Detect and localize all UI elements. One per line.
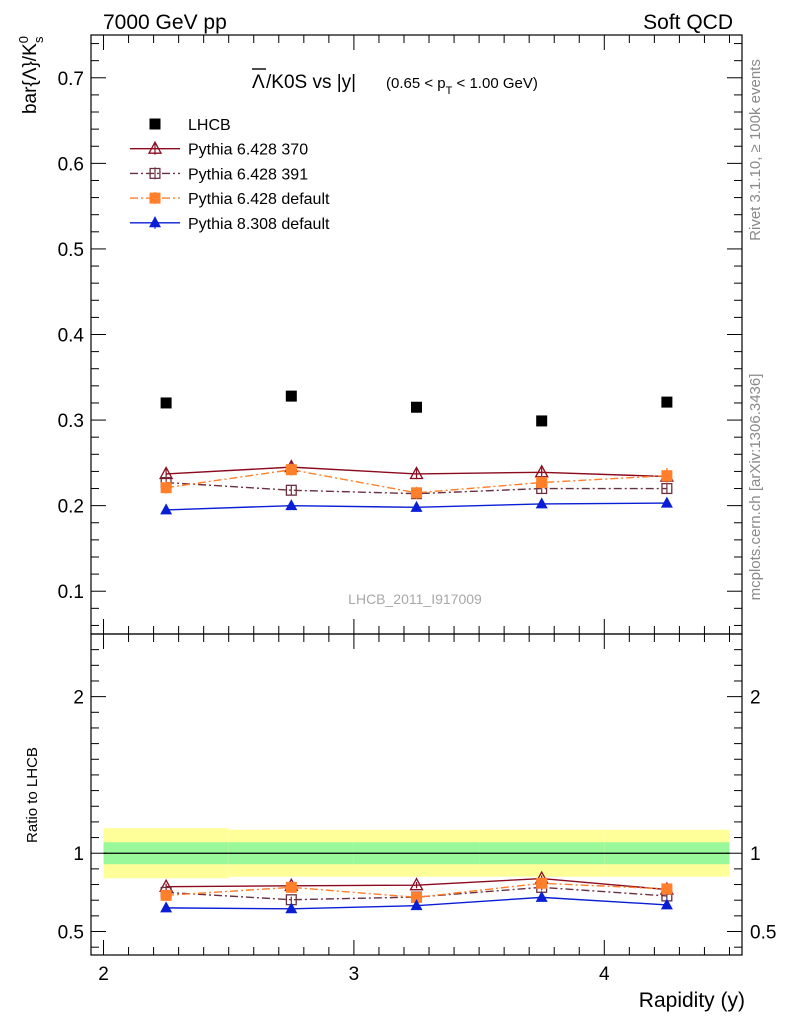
- series-lhcb: [160, 390, 673, 427]
- xtick-label: 4: [599, 964, 610, 985]
- upper-ytick-label: 0.1: [58, 582, 84, 603]
- upper-ytick-label: 0.3: [58, 411, 84, 432]
- legend-label-p8def: Pythia 8.308 default: [188, 216, 330, 233]
- legend-label-lhcb: LHCB: [188, 117, 231, 134]
- legend-entry-lhcb: LHCB: [149, 117, 231, 134]
- mcplots-credit-label: mcplots.cern.ch [arXiv:1306.3436]: [747, 374, 764, 601]
- series-p370: [159, 459, 674, 482]
- data-point-p8def: [535, 497, 548, 509]
- xlabel: Rapidity (y): [639, 989, 745, 1012]
- ratio-point-p8def: [160, 901, 173, 913]
- upper-ylabel-sup: 0: [16, 36, 31, 43]
- lower-ytick-label: 2: [73, 688, 84, 709]
- ratio-point-p6def: [160, 889, 172, 901]
- upper-ylabel-main: bar{Λ}/K: [20, 43, 41, 114]
- ratio-series-p8def: [160, 890, 673, 914]
- lower-frame: [90, 633, 743, 956]
- title-bar-lambda: Λ: [252, 72, 265, 93]
- data-point-lhcb: [661, 396, 673, 408]
- legend-label-p370: Pythia 6.428 370: [188, 142, 308, 159]
- upper-ytick-label: 0.6: [58, 154, 84, 175]
- plot-title: Λ /K0S vs |y| (0.65 < pT < 1.00 GeV): [252, 68, 538, 97]
- ratio-point-p8def: [285, 902, 298, 914]
- data-point-p391: [285, 484, 297, 496]
- legend-marker-lhcb: [149, 118, 161, 130]
- lower-ytick-label: 0.5: [58, 923, 84, 944]
- title-range: (0.65 < pT < 1.00 GeV): [386, 75, 538, 97]
- title-main: /K0S vs |y|: [266, 72, 356, 93]
- ratio-point-p6def: [536, 877, 548, 889]
- data-point-p6def: [536, 477, 548, 489]
- ratio-line-p391: [166, 886, 667, 901]
- legend-entry-p8def: Pythia 8.308 default: [130, 216, 330, 233]
- ratio-point-p370: [409, 877, 424, 891]
- analysis-id-label: LHCB_2011_I917009: [348, 591, 482, 607]
- series-p6def: [160, 463, 673, 499]
- data-point-p6def: [160, 482, 172, 494]
- data-point-p6def: [411, 487, 422, 499]
- upper-ylabel: bar{Λ}/K0s: [16, 36, 46, 114]
- ratio-series-p6def: [160, 877, 673, 903]
- series-line-p6def: [166, 468, 667, 494]
- upper-ytick-label: 0.7: [58, 69, 84, 90]
- lower-ylabel: Ratio to LHCB: [24, 747, 41, 843]
- series-p8def: [160, 496, 673, 515]
- ratio-point-p6def: [411, 891, 422, 903]
- data-point-lhcb: [411, 401, 422, 413]
- upper-ytick-label: 0.5: [58, 240, 84, 261]
- lower-ytick-label-right: 0.5: [750, 923, 776, 944]
- data-point-p8def: [160, 503, 173, 515]
- ratio-point-p8def: [410, 899, 423, 911]
- lower-ytick-label: 1: [73, 844, 84, 865]
- data-point-p8def: [285, 499, 298, 511]
- header-right-label: Soft QCD: [643, 11, 733, 34]
- header-left-label: 7000 GeV pp: [103, 11, 227, 34]
- lower-series-layer: [159, 870, 674, 914]
- legend-entry-p370: Pythia 6.428 370: [130, 140, 308, 159]
- title-range-subscript: T: [446, 85, 453, 97]
- ratio-uncertainty-bands: [103, 828, 730, 879]
- lower-ytick-label-right: 2: [750, 688, 761, 709]
- ratio-point-p8def: [660, 898, 673, 910]
- data-point-lhcb: [160, 397, 172, 409]
- data-point-lhcb: [536, 415, 548, 427]
- legend-marker-p391: [149, 167, 161, 179]
- upper-series-layer: [159, 390, 674, 515]
- legend-entry-p6def: Pythia 6.428 default: [130, 191, 330, 208]
- legend-label-p6def: Pythia 6.428 default: [188, 191, 330, 208]
- data-point-lhcb: [285, 390, 297, 402]
- legend-label-p391: Pythia 6.428 391: [188, 166, 308, 183]
- ratio-point-p6def: [661, 883, 673, 895]
- data-point-p6def: [285, 464, 297, 476]
- ratio-point-p8def: [535, 890, 548, 902]
- xtick-label: 3: [349, 964, 360, 985]
- legend-entry-p391: Pythia 6.428 391: [130, 166, 308, 183]
- legend-marker-p370: [147, 140, 163, 154]
- rivet-version-label: Rivet 3.1.10, ≥ 100k events: [747, 59, 764, 241]
- data-point-p6def: [661, 470, 673, 482]
- lower-ytick-label-right: 1: [750, 844, 761, 865]
- title-range-text: (0.65 < p: [386, 75, 446, 92]
- legend: LHCB Pythia 6.428 370 Pythia 6.428 391 Pyth…: [130, 117, 330, 233]
- xtick-label: 2: [98, 964, 109, 985]
- legend-marker-p8def: [149, 216, 161, 228]
- upper-ytick-label: 0.4: [58, 326, 85, 347]
- data-point-p8def: [410, 500, 423, 512]
- upper-ytick-label: 0.2: [58, 497, 84, 518]
- series-line-p391: [166, 481, 667, 495]
- data-point-p370: [409, 466, 424, 480]
- data-point-p8def: [660, 496, 673, 508]
- data-point-p391: [661, 482, 673, 495]
- lower-axes: 0.5 0.5 1 1 2 2 2 3 4: [58, 633, 776, 985]
- title-range-end: < 1.00 GeV): [452, 75, 537, 92]
- ratio-point-p6def: [285, 881, 297, 893]
- legend-marker-p6def: [149, 192, 161, 204]
- upper-ylabel-sub: s: [31, 36, 46, 43]
